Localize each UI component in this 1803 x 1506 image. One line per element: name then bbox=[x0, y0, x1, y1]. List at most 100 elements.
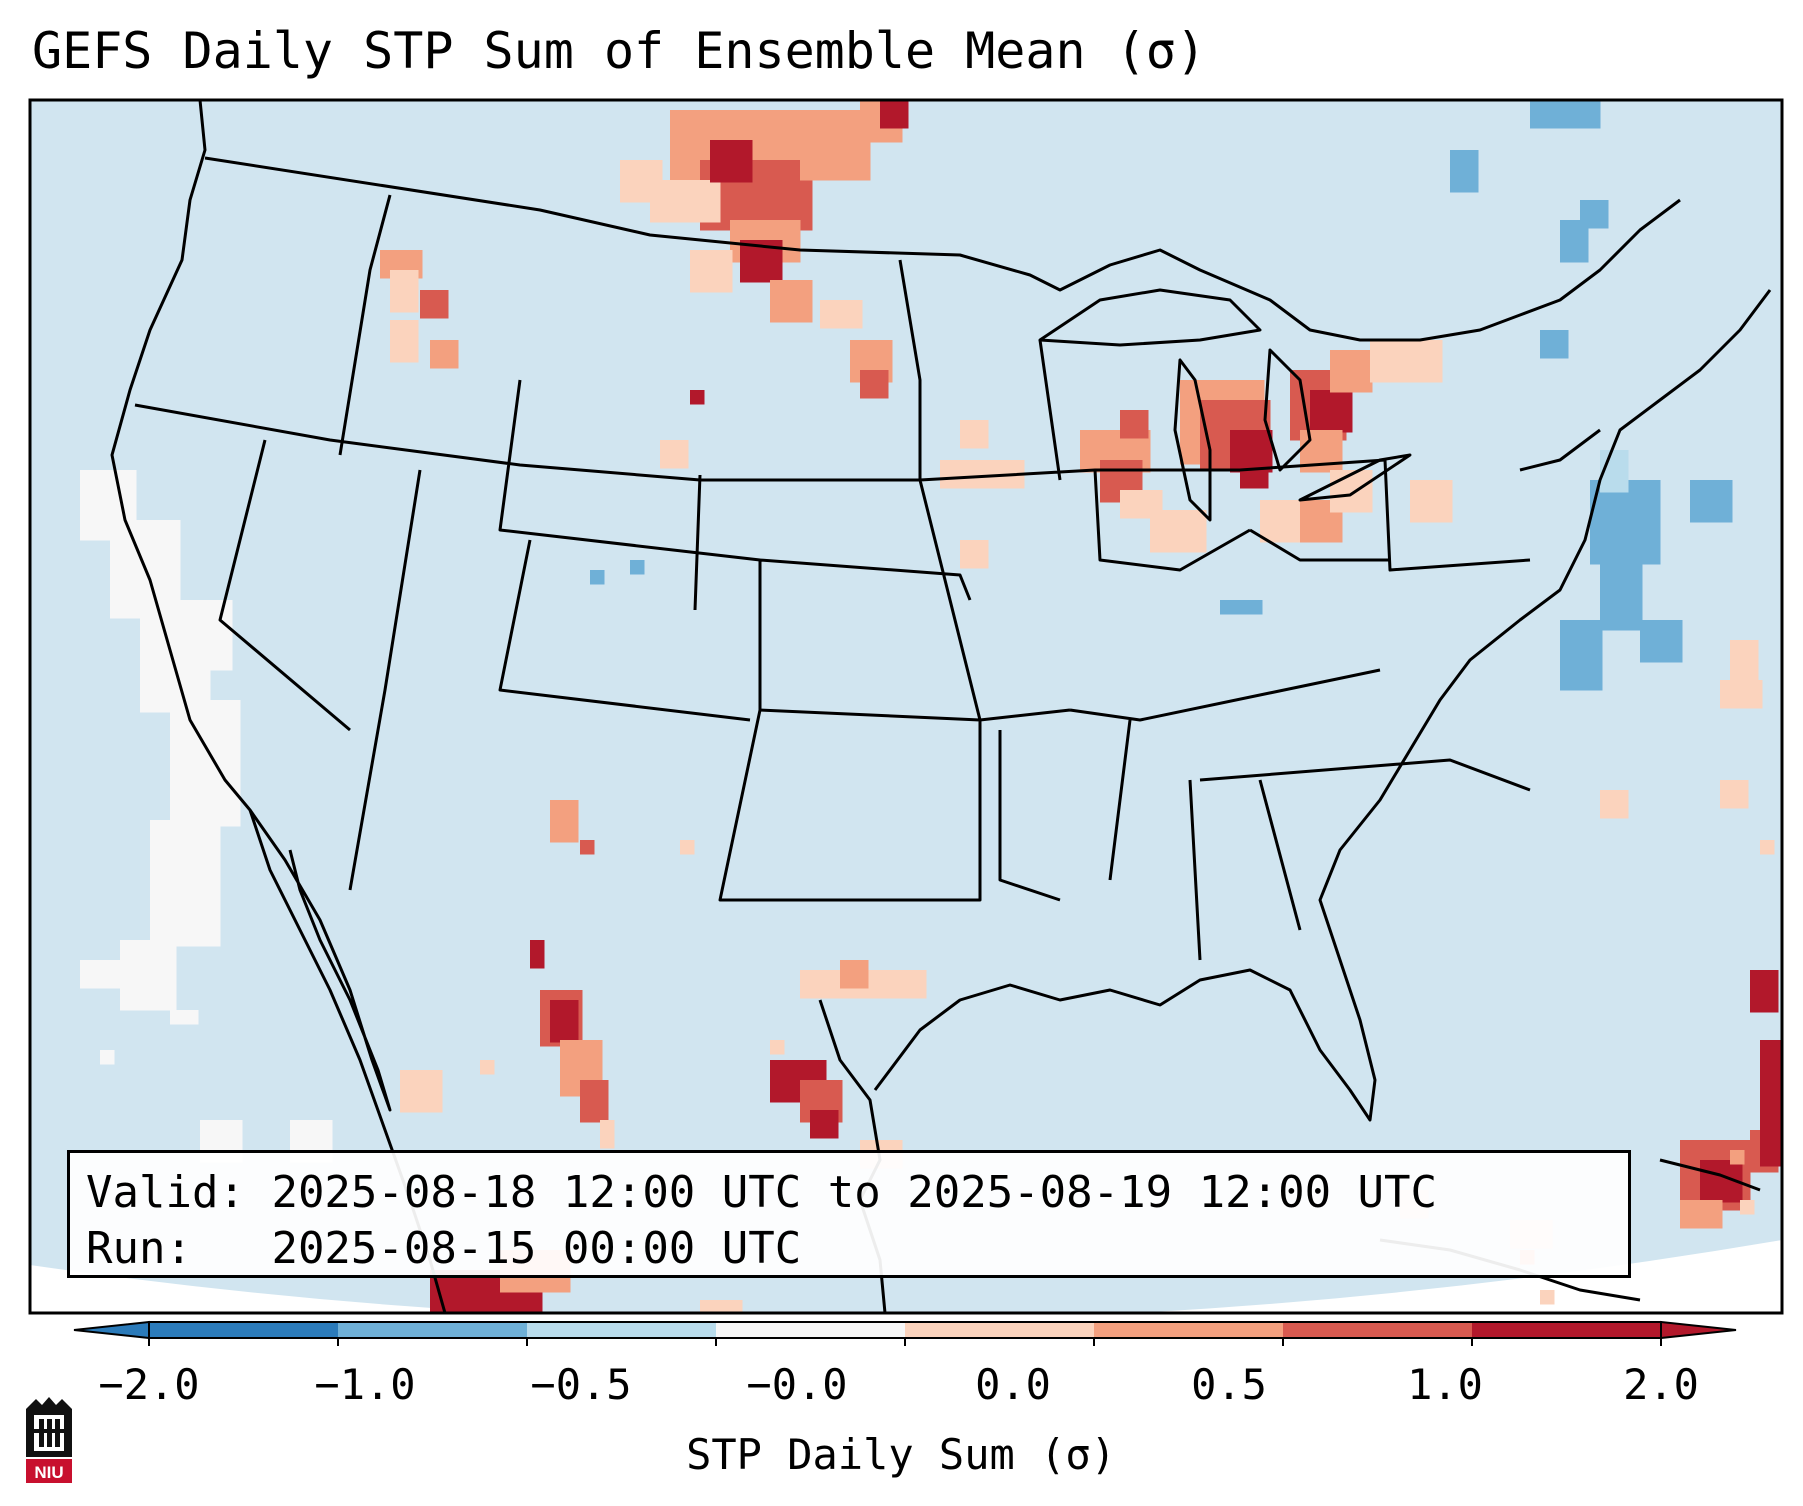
stp-cell bbox=[120, 940, 135, 955]
stp-cell bbox=[198, 798, 213, 813]
stp-cell bbox=[182, 670, 197, 685]
stp-cell bbox=[1344, 378, 1359, 393]
stp-cell bbox=[880, 100, 895, 115]
stp-cell bbox=[1314, 500, 1329, 515]
stp-cell bbox=[1164, 538, 1179, 553]
stp-cell bbox=[430, 354, 445, 369]
stp-cell bbox=[1774, 1068, 1782, 1083]
stp-cell bbox=[1248, 600, 1263, 615]
stp-cell bbox=[120, 954, 135, 969]
stp-cell bbox=[1240, 474, 1255, 489]
stp-cell bbox=[756, 160, 771, 175]
stp-cell bbox=[1242, 414, 1257, 429]
stp-cell bbox=[178, 848, 193, 863]
stp-cell bbox=[212, 728, 227, 743]
stp-cell bbox=[408, 250, 423, 265]
stp-cell bbox=[170, 700, 185, 715]
stp-cell bbox=[1734, 680, 1749, 695]
stp-cell bbox=[212, 798, 227, 813]
stp-cell bbox=[782, 124, 797, 139]
stp-cell bbox=[1614, 450, 1629, 465]
stp-cell bbox=[1764, 970, 1779, 985]
stp-cell bbox=[1324, 390, 1339, 405]
stp-cell bbox=[1384, 340, 1399, 355]
stp-cell bbox=[600, 1134, 615, 1149]
stp-cell bbox=[80, 498, 95, 513]
stp-cell bbox=[198, 700, 213, 715]
hispaniola-outline bbox=[1659, 1158, 1761, 1192]
stp-cell bbox=[206, 890, 221, 905]
stp-cell bbox=[500, 1278, 515, 1293]
stp-cell bbox=[140, 614, 155, 629]
stp-cell bbox=[894, 114, 909, 129]
stp-cell bbox=[1600, 790, 1615, 805]
stp-cell bbox=[184, 1010, 199, 1025]
stp-cell bbox=[226, 742, 241, 757]
stp-cell bbox=[798, 1060, 813, 1075]
stp-cell bbox=[1646, 522, 1661, 537]
stp-cell bbox=[740, 254, 755, 269]
stp-cell bbox=[798, 294, 813, 309]
lake-erie bbox=[1298, 453, 1412, 502]
stp-cell bbox=[218, 628, 233, 643]
stp-cell bbox=[814, 166, 829, 181]
stp-cell bbox=[1214, 428, 1229, 443]
stp-cell bbox=[1370, 354, 1385, 369]
stp-cell bbox=[1178, 538, 1193, 553]
stp-cell bbox=[1424, 480, 1439, 495]
stp-cell bbox=[1414, 354, 1429, 369]
stp-cell bbox=[1250, 380, 1265, 395]
stp-cell bbox=[212, 700, 227, 715]
stp-cell bbox=[842, 110, 857, 125]
stp-cell bbox=[122, 470, 137, 485]
stp-cell bbox=[170, 714, 185, 729]
stp-cell bbox=[848, 300, 863, 315]
stp-cell bbox=[1328, 444, 1343, 459]
stp-cell bbox=[124, 604, 139, 619]
stp-cell bbox=[1438, 480, 1453, 495]
stp-cell bbox=[204, 628, 219, 643]
stp-cell bbox=[726, 124, 741, 139]
stp-cell bbox=[1108, 444, 1123, 459]
stp-cell bbox=[754, 110, 769, 125]
stp-cell bbox=[814, 110, 829, 125]
stp-cell bbox=[1180, 394, 1195, 409]
stp-cell bbox=[1704, 480, 1719, 495]
stp-cell bbox=[1760, 1040, 1775, 1055]
stp-cell bbox=[860, 370, 875, 385]
stp-cell bbox=[1604, 494, 1619, 509]
stp-cell bbox=[600, 1120, 615, 1135]
stp-cell bbox=[170, 742, 185, 757]
stp-cell bbox=[124, 590, 139, 605]
stp-cell bbox=[560, 1068, 575, 1083]
stp-cell bbox=[134, 940, 149, 955]
stp-cell bbox=[1230, 430, 1245, 445]
colorbar-segment bbox=[1094, 1322, 1284, 1338]
stp-cell bbox=[164, 848, 179, 863]
colorbar-segment bbox=[716, 1322, 906, 1338]
stp-cell bbox=[1540, 330, 1555, 345]
stp-cell bbox=[1760, 1054, 1775, 1069]
stp-cell bbox=[192, 848, 207, 863]
stp-cell bbox=[390, 320, 405, 335]
stp-cell bbox=[810, 1124, 825, 1139]
stp-cell bbox=[80, 470, 95, 485]
stp-cell bbox=[1694, 1200, 1709, 1215]
colorbar-segment bbox=[1472, 1322, 1662, 1338]
stp-cell bbox=[842, 124, 857, 139]
stp-cell bbox=[1640, 620, 1655, 635]
stp-cell bbox=[1288, 528, 1303, 543]
stp-cell bbox=[1574, 620, 1589, 635]
stp-cell bbox=[140, 684, 155, 699]
stp-cell bbox=[1574, 676, 1589, 691]
stp-cell bbox=[692, 208, 707, 223]
stp-cell bbox=[742, 202, 757, 217]
stp-cell bbox=[1708, 1214, 1723, 1229]
stp-cell bbox=[1438, 508, 1453, 523]
stp-cell bbox=[770, 308, 785, 323]
stp-cell bbox=[1604, 522, 1619, 537]
stp-cell bbox=[170, 784, 185, 799]
stp-cell bbox=[80, 512, 95, 527]
colorbar-tick-label: −0.0 bbox=[746, 1360, 848, 1409]
stp-cell bbox=[874, 370, 889, 385]
